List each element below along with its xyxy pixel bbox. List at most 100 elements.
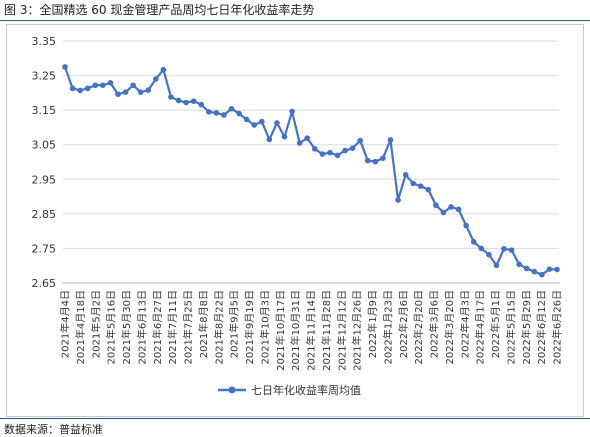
data-point	[228, 105, 235, 112]
x-tick-label: 2021年10月17日	[274, 290, 287, 371]
data-point	[137, 89, 144, 95]
data-point	[327, 149, 333, 156]
title-divider	[0, 20, 590, 21]
x-tick-label: 2021年11月28日	[320, 290, 333, 371]
y-tick-label: 3.25	[32, 70, 57, 83]
data-point	[130, 82, 136, 89]
data-point	[372, 158, 379, 165]
chart-frame	[6, 24, 584, 417]
data-point	[349, 145, 356, 151]
data-point	[281, 133, 288, 140]
data-point	[364, 157, 371, 164]
x-tick-label: 2021年4月18日	[74, 290, 87, 365]
data-point	[206, 109, 212, 115]
x-tick-label: 2022年1月9日	[366, 290, 379, 358]
series-markers	[62, 64, 560, 278]
x-tick-label: 2022年6月12日	[535, 290, 548, 365]
legend-label: 七日年化收益率周均值	[251, 383, 361, 397]
data-point	[122, 89, 129, 95]
data-point	[410, 180, 416, 187]
x-tick-label: 2021年8月22日	[212, 290, 225, 365]
data-point	[296, 140, 303, 146]
data-point	[395, 197, 401, 203]
y-tick-label: 2.85	[32, 208, 57, 221]
gridlines	[63, 40, 559, 249]
data-point	[160, 66, 167, 73]
data-point	[92, 82, 99, 89]
x-tick-label: 2021年12月26日	[351, 290, 364, 371]
x-tick-label: 2021年4月4日	[59, 290, 72, 358]
legend-marker-swatch	[228, 386, 236, 394]
x-tick-label: 2022年1月23日	[381, 290, 394, 365]
data-point	[478, 245, 485, 252]
data-point	[448, 204, 454, 210]
y-axis-ticks: 3.35 3.25 3.15 3.05 2.95 2.85 2.75 2.65	[32, 35, 57, 290]
chart-title: 图 3：全国精选 60 现金管理产品周均七日年化收益率走势	[4, 3, 315, 17]
data-point	[508, 247, 515, 253]
data-point	[77, 87, 83, 94]
data-point	[259, 118, 265, 125]
data-point	[425, 186, 432, 193]
x-tick-label: 2021年5月2日	[89, 290, 102, 358]
data-point	[289, 108, 295, 115]
data-point	[243, 116, 250, 123]
x-tick-label: 2021年7月11日	[166, 290, 179, 365]
x-tick-label: 2022年3月6日	[428, 290, 441, 358]
data-point	[531, 268, 538, 275]
legend: 七日年化收益率周均值	[218, 383, 361, 397]
data-point	[501, 245, 507, 252]
x-tick-label: 2021年12月12日	[335, 290, 348, 371]
data-point	[62, 64, 68, 70]
data-point	[198, 101, 205, 108]
data-source: 数据来源：普益标准	[4, 423, 103, 436]
data-point	[84, 85, 91, 92]
y-tick-label: 3.15	[32, 104, 57, 117]
data-point	[493, 262, 500, 269]
x-tick-label: 2021年10月3日	[258, 290, 271, 365]
data-point	[380, 155, 386, 161]
data-point	[334, 152, 341, 159]
data-point	[455, 206, 462, 213]
data-point	[190, 98, 197, 104]
x-tick-label: 2022年2月20日	[412, 290, 425, 365]
data-point	[402, 171, 409, 178]
data-point	[213, 110, 220, 116]
data-point	[554, 266, 560, 273]
data-point	[357, 137, 364, 144]
y-tick-label: 3.35	[32, 35, 57, 48]
series-line	[63, 66, 558, 276]
data-point	[311, 146, 318, 152]
data-point	[266, 136, 273, 143]
data-point	[304, 135, 311, 141]
x-tick-label: 2022年5月29日	[520, 290, 533, 365]
data-point	[516, 261, 522, 268]
data-point	[539, 271, 545, 278]
y-tick-label: 2.65	[32, 277, 57, 290]
x-tick-label: 2022年4月3日	[458, 290, 471, 358]
data-point	[274, 120, 280, 126]
x-tick-label: 2022年6月26日	[551, 290, 564, 365]
y-tick-label: 3.05	[32, 139, 57, 152]
data-point	[100, 82, 106, 89]
x-tick-label: 2022年5月15日	[504, 290, 517, 365]
x-tick-label: 2021年10月31日	[289, 290, 302, 371]
data-point	[168, 94, 174, 100]
x-tick-label: 2021年7月25日	[182, 290, 195, 365]
x-tick-label: 2022年3月20日	[443, 290, 456, 365]
data-point	[387, 137, 394, 143]
data-point	[236, 110, 242, 117]
x-tick-label: 2021年5月30日	[120, 290, 133, 365]
data-point	[433, 202, 439, 209]
y-tick-label: 2.95	[32, 173, 57, 186]
x-tick-label: 2021年5月16日	[105, 290, 118, 365]
x-tick-label: 2022年5月1日	[489, 290, 502, 358]
source-divider	[0, 418, 590, 419]
data-point	[153, 76, 159, 82]
data-point	[319, 151, 326, 157]
data-point	[221, 112, 227, 118]
data-point	[107, 80, 114, 86]
data-point	[175, 97, 182, 104]
x-tick-label: 2021年6月27日	[151, 290, 164, 365]
x-tick-label: 2022年2月6日	[397, 290, 410, 358]
